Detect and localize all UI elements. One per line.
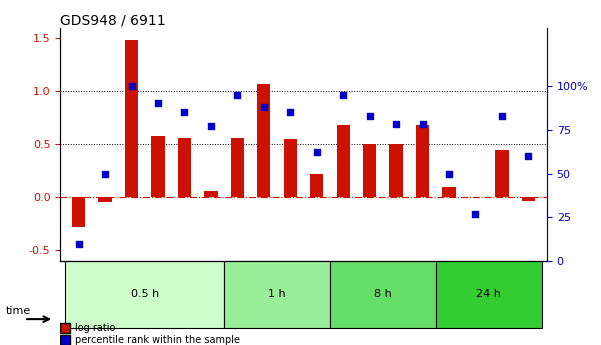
Text: GDS948 / 6911: GDS948 / 6911 bbox=[60, 14, 166, 28]
Text: log ratio: log ratio bbox=[76, 323, 116, 333]
Point bbox=[338, 92, 348, 98]
Point bbox=[74, 241, 84, 246]
Bar bbox=[363, 144, 376, 197]
Bar bbox=[310, 174, 323, 197]
Point bbox=[523, 153, 533, 159]
Bar bbox=[99, 197, 112, 201]
Bar bbox=[337, 125, 350, 197]
Point bbox=[100, 171, 110, 176]
Bar bbox=[389, 144, 403, 197]
FancyBboxPatch shape bbox=[436, 261, 542, 328]
Bar bbox=[284, 139, 297, 197]
Point bbox=[418, 122, 427, 127]
Bar bbox=[495, 150, 508, 197]
Bar bbox=[522, 197, 535, 200]
Point bbox=[471, 211, 480, 217]
Point bbox=[285, 109, 295, 115]
Bar bbox=[442, 187, 456, 197]
Bar bbox=[416, 125, 429, 197]
Point bbox=[233, 92, 242, 98]
Text: 1 h: 1 h bbox=[268, 289, 286, 299]
Text: 0.5 h: 0.5 h bbox=[130, 289, 159, 299]
FancyBboxPatch shape bbox=[60, 335, 70, 345]
Point bbox=[312, 150, 322, 155]
FancyBboxPatch shape bbox=[224, 261, 330, 328]
Text: 8 h: 8 h bbox=[374, 289, 392, 299]
Bar bbox=[178, 138, 191, 197]
FancyBboxPatch shape bbox=[66, 261, 224, 328]
Bar bbox=[204, 191, 218, 197]
Text: percentile rank within the sample: percentile rank within the sample bbox=[76, 335, 240, 345]
Bar bbox=[125, 40, 138, 197]
Point bbox=[259, 104, 269, 110]
Text: 24 h: 24 h bbox=[476, 289, 501, 299]
Bar bbox=[151, 136, 165, 197]
Point bbox=[127, 83, 136, 89]
Bar bbox=[72, 197, 85, 227]
Point bbox=[497, 113, 507, 118]
Bar bbox=[257, 84, 270, 197]
Point bbox=[365, 113, 374, 118]
FancyBboxPatch shape bbox=[330, 261, 436, 328]
Bar bbox=[231, 138, 244, 197]
Point bbox=[391, 122, 401, 127]
Point bbox=[206, 124, 216, 129]
Point bbox=[444, 171, 454, 176]
Text: time: time bbox=[6, 306, 31, 315]
Point bbox=[180, 109, 189, 115]
Point bbox=[153, 101, 163, 106]
FancyBboxPatch shape bbox=[60, 323, 70, 333]
